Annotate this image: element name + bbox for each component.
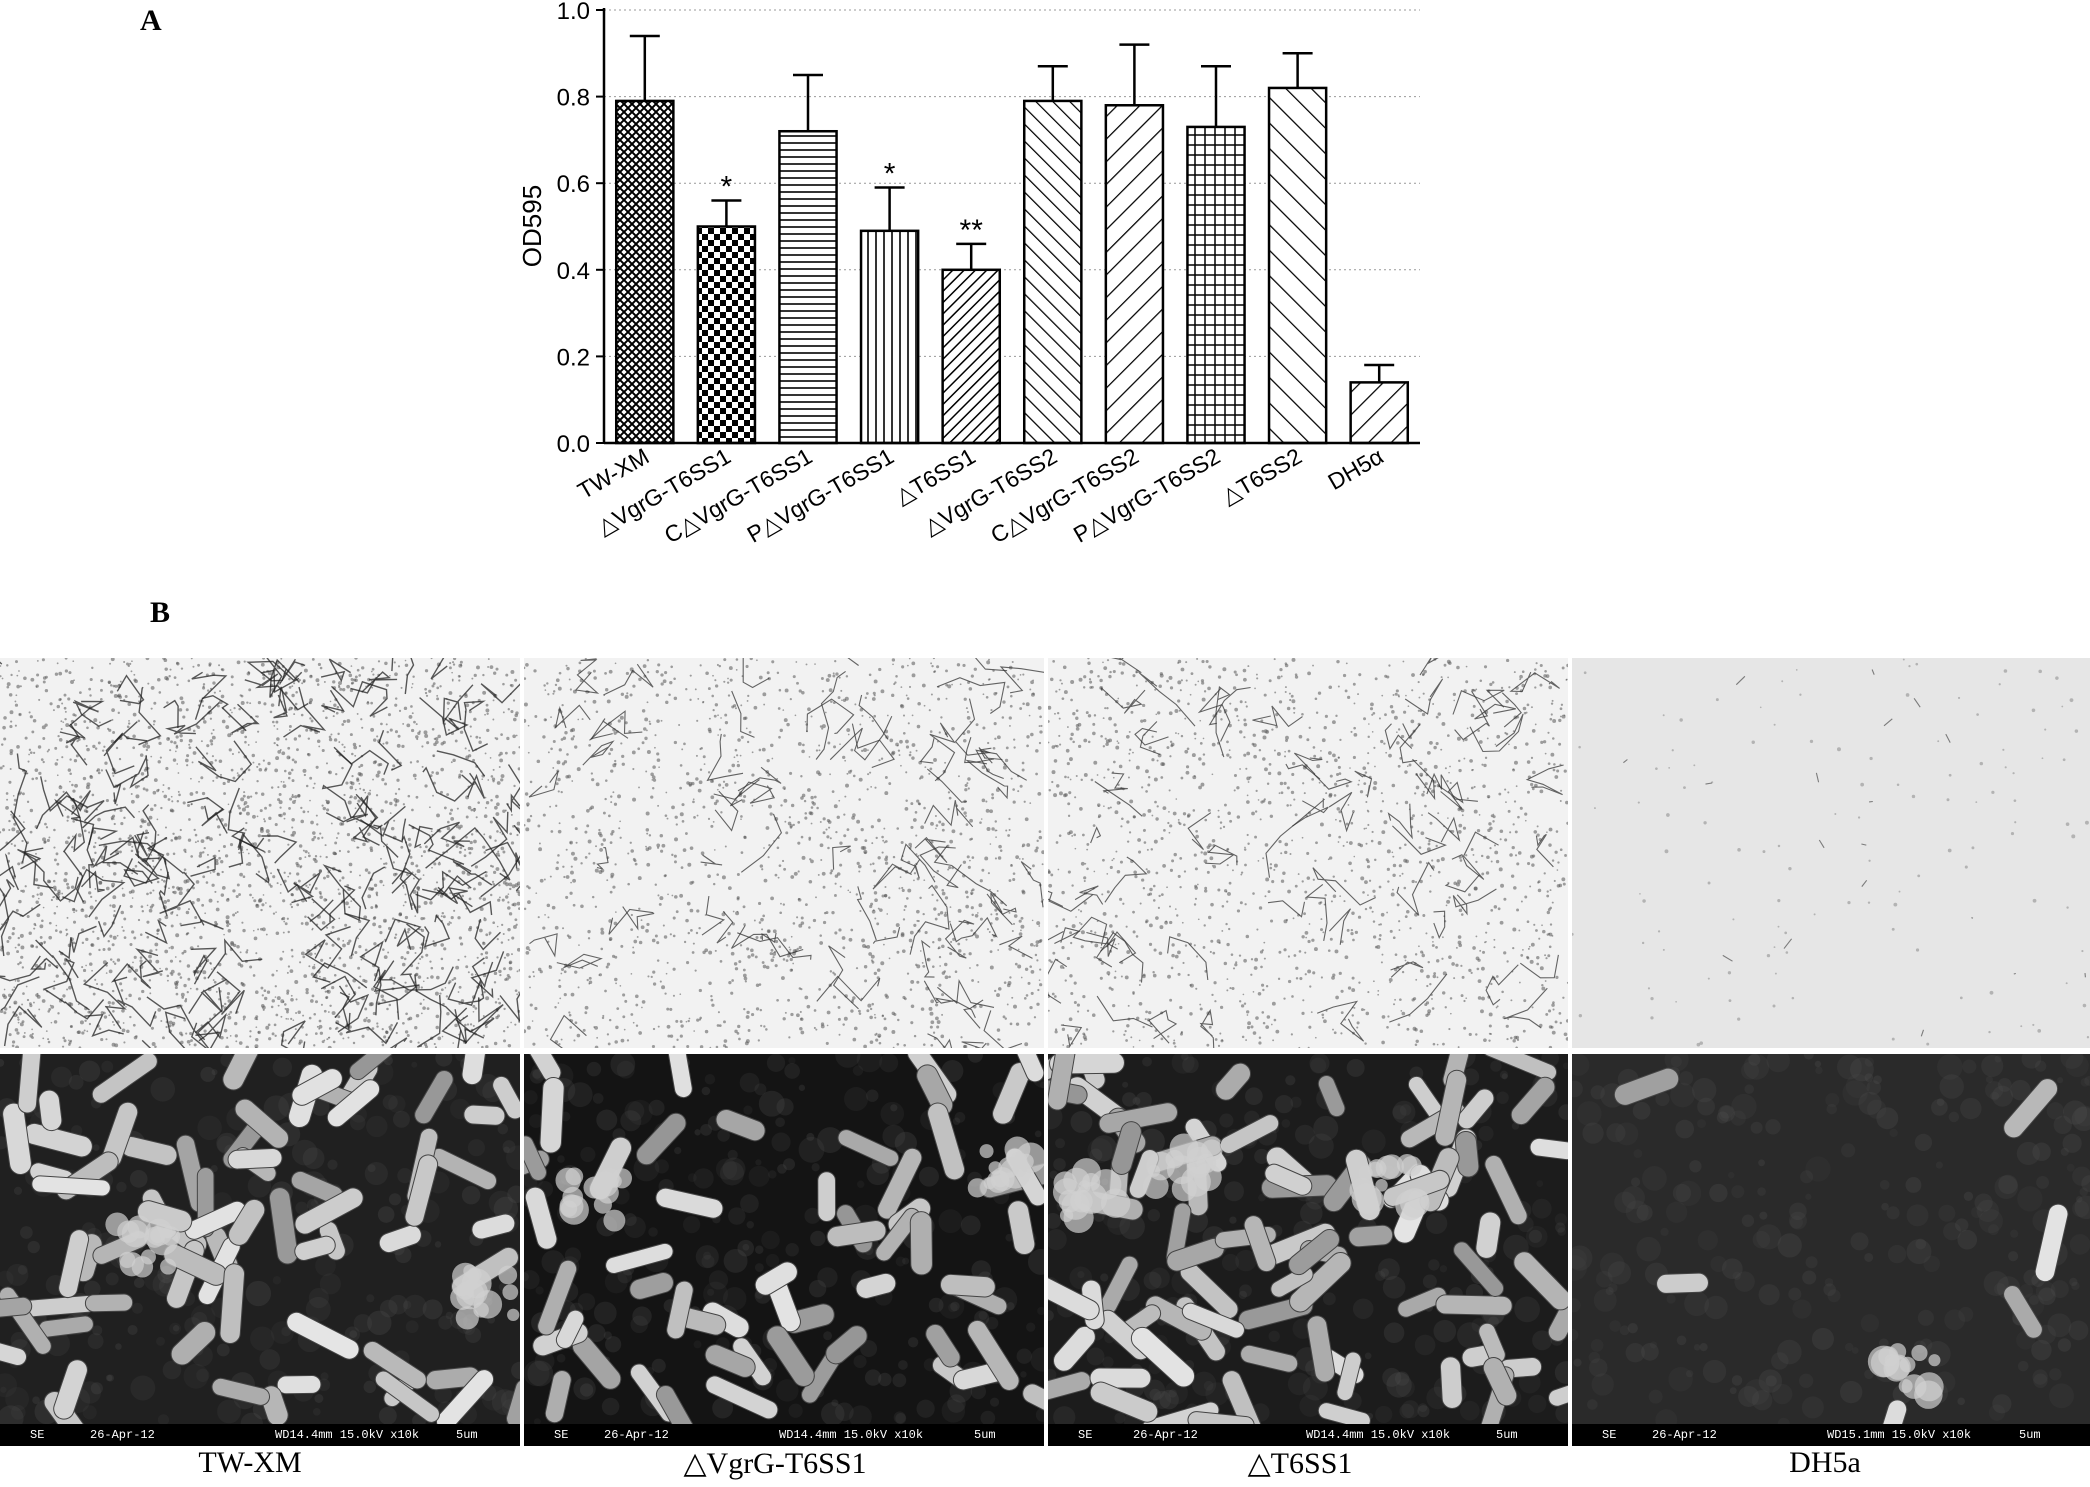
sem-params: WD14.4mm 15.0kV x10k [275,1428,420,1442]
sem-micrograph-tw-xm: SE 26-Apr-12 WD14.4mm 15.0kV x10k 5um [0,1054,520,1446]
y-tick-label: 0.8 [557,85,590,112]
sem-scale: 5um [1496,1428,1518,1442]
sem-scale: 5um [2019,1428,2041,1442]
bars: * *** [614,34,1410,445]
sem-micrograph-dh5a: SE 26-Apr-12 WD15.1mm 15.0kV x10k 5um [1572,1054,2090,1446]
bar [778,129,838,445]
sem-scale: 5um [456,1428,478,1442]
y-tick-label: 0.0 [557,431,590,458]
y-tick-label: 1.0 [557,0,590,25]
sem-micrograph-vgrg-t6ss1: SE 26-Apr-12 WD14.4mm 15.0kV x10k 5um [524,1054,1044,1446]
bar [1186,125,1246,445]
sem-scale: 5um [974,1428,996,1442]
x-tick-label: △T6SS2 [1217,443,1306,510]
sem-params: WD14.4mm 15.0kV x10k [779,1428,924,1442]
caption-tw-xm: TW-XM [198,1446,302,1479]
sem-info-bar: SE 26-Apr-12 WD14.4mm 15.0kV x10k 5um [524,1424,1044,1446]
sem-date: 26-Apr-12 [90,1428,155,1442]
sem-info-bar: SE 26-Apr-12 WD14.4mm 15.0kV x10k 5um [1048,1424,1568,1446]
sem-info-bar: SE 26-Apr-12 WD15.1mm 15.0kV x10k 5um [1572,1424,2090,1446]
sem-date: 26-Apr-12 [1652,1428,1717,1442]
bar [941,268,1002,445]
sem-date: 26-Apr-12 [604,1428,669,1442]
bar-chart-svg: * *** 0.00.20.40.60.81.0TW-XM△VgrG-T6SS1C… [517,0,1420,548]
x-tick-label: P△VgrG-T6SS2 [1069,443,1225,548]
x-tick-label: P△VgrG-T6SS1 [742,443,898,548]
sem-mode: SE [30,1428,45,1442]
x-tick-label: DH5α [1323,443,1387,495]
caption-t6ss1: △T6SS1 [1247,1447,1353,1480]
bar [1022,99,1083,445]
y-tick-label: 0.4 [557,258,590,285]
light-micrograph-tw-xm [0,658,520,1048]
light-micrograph-dh5a [1572,658,2090,1048]
y-tick-label: 0.6 [557,171,590,198]
bar [1267,86,1328,445]
caption-dh5a: DH5a [1789,1446,1861,1479]
light-micrograph-vgrg-t6ss1 [524,658,1044,1048]
sem-mode: SE [554,1428,569,1442]
light-micrograph-t6ss1 [1048,658,1568,1048]
bar [859,229,920,445]
panel-a-label: A [140,4,162,37]
y-axis-label: OD595 [517,185,547,267]
significance-mark: * [884,158,896,191]
sem-info-bar: SE 26-Apr-12 WD14.4mm 15.0kV x10k 5um [0,1424,520,1446]
significance-mark: * [721,171,733,204]
caption-vgrg-t6ss1: △VgrG-T6SS1 [683,1447,867,1480]
micrograph-grid: SE 26-Apr-12 WD14.4mm 15.0kV x10k 5um SE… [0,658,2090,1448]
y-tick-label: 0.2 [557,344,590,371]
sem-params: WD14.4mm 15.0kV x10k [1306,1428,1451,1442]
bar [1104,104,1165,445]
sem-micrograph-t6ss1: SE 26-Apr-12 WD14.4mm 15.0kV x10k 5um [1048,1054,1568,1446]
significance-mark: ** [960,214,984,247]
sem-params: WD15.1mm 15.0kV x10k [1827,1428,1972,1442]
panel-b-label: B [150,596,171,629]
sem-mode: SE [1078,1428,1093,1442]
bar-chart: * * ** 0.0 0.2 0.4 0.6 0.8 1.0 TW-XM △VgrG-T6SS1 C… [0,0,2090,580]
sem-mode: SE [1602,1428,1617,1442]
bar [1349,381,1410,445]
bar [696,225,757,445]
bar [614,99,675,445]
sem-date: 26-Apr-12 [1133,1428,1198,1442]
